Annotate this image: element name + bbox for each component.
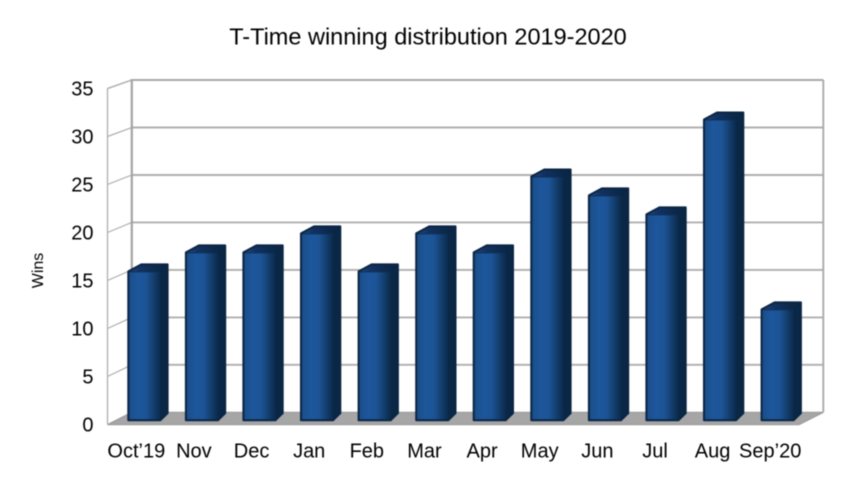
svg-text:Aug: Aug xyxy=(695,441,731,463)
svg-text:30: 30 xyxy=(71,127,93,149)
svg-text:0: 0 xyxy=(82,415,93,437)
svg-text:T-Time winning distribution 20: T-Time winning distribution 2019-2020 xyxy=(229,24,627,50)
svg-text:20: 20 xyxy=(71,223,93,245)
svg-text:Jul: Jul xyxy=(642,441,668,463)
svg-text:25: 25 xyxy=(71,175,93,197)
svg-text:Feb: Feb xyxy=(350,441,384,463)
svg-text:35: 35 xyxy=(71,79,93,101)
svg-text:5: 5 xyxy=(82,367,93,389)
svg-text:May: May xyxy=(521,441,559,463)
svg-text:Jun: Jun xyxy=(581,441,613,463)
svg-text:Sep’20: Sep’20 xyxy=(739,441,801,463)
svg-text:Jan: Jan xyxy=(293,441,325,463)
svg-text:Wins: Wins xyxy=(30,253,47,289)
svg-text:Nov: Nov xyxy=(176,441,212,463)
svg-text:Apr: Apr xyxy=(467,441,498,463)
svg-text:10: 10 xyxy=(71,319,93,341)
svg-text:Dec: Dec xyxy=(234,441,270,463)
svg-text:15: 15 xyxy=(71,271,93,293)
svg-text:Mar: Mar xyxy=(407,441,442,463)
svg-text:Oct’19: Oct’19 xyxy=(107,441,165,463)
